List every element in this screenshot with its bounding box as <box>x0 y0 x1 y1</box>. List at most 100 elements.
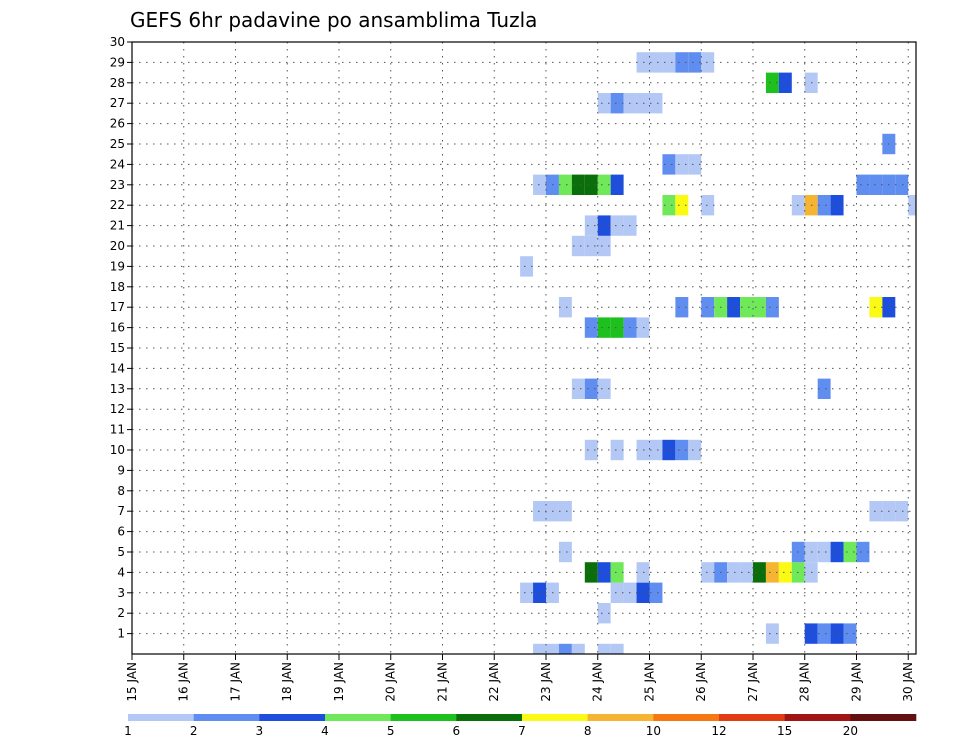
precip-cell <box>752 562 766 583</box>
y-tick-label: 29 <box>110 55 125 69</box>
precip-cell <box>558 297 572 318</box>
precip-cell <box>765 297 779 318</box>
precip-cell <box>610 174 624 195</box>
precip-cell <box>520 582 534 603</box>
y-tick-label: 15 <box>110 341 125 355</box>
precip-cell <box>856 174 870 195</box>
precip-cell <box>895 501 909 522</box>
precip-cell <box>533 174 546 195</box>
legend-label: 10 <box>646 724 661 738</box>
y-tick-label: 14 <box>110 361 125 375</box>
legend-label: 3 <box>256 724 264 738</box>
precip-cell <box>610 439 624 461</box>
x-tick-label: 28 JAN <box>798 662 812 702</box>
precip-cell <box>817 378 831 399</box>
precip-cell <box>545 643 559 654</box>
x-tick-label: 16 JAN <box>177 662 191 702</box>
precip-cell <box>688 439 702 461</box>
x-tick-label: 20 JAN <box>384 662 398 702</box>
precip-cell <box>558 643 572 654</box>
y-tick-label: 3 <box>117 586 125 600</box>
precip-cell <box>649 93 663 114</box>
precip-cell <box>597 215 611 236</box>
legend-label: 7 <box>518 724 526 738</box>
precip-cell <box>869 501 883 522</box>
precip-cell <box>558 541 572 563</box>
y-tick-label: 25 <box>110 137 125 151</box>
precip-cell <box>817 623 831 644</box>
precip-cell <box>649 582 663 603</box>
y-tick-label: 27 <box>110 96 125 110</box>
legend-swatch <box>587 714 654 721</box>
precip-cell <box>701 297 715 318</box>
precip-cell <box>597 235 611 257</box>
y-tick-label: 10 <box>110 443 125 457</box>
y-tick-label: 16 <box>110 321 125 335</box>
precip-cell <box>740 562 753 583</box>
legend-label: 15 <box>777 724 792 738</box>
precip-cell <box>675 52 689 73</box>
precip-cell <box>584 235 598 257</box>
precip-cell <box>817 195 831 216</box>
precip-cell <box>584 174 598 195</box>
precip-cell <box>571 235 585 257</box>
y-tick-label: 8 <box>117 484 125 498</box>
x-tick-label: 22 JAN <box>487 662 501 702</box>
precip-cell <box>895 174 909 195</box>
precip-cell <box>610 643 624 654</box>
x-tick-label: 21 JAN <box>435 662 449 702</box>
color-legend: 1 2 3 4 5 6 7 8 10 12 15 20 <box>124 714 917 738</box>
precipitation-cells <box>520 52 916 654</box>
legend-label: 6 <box>453 724 461 738</box>
precip-cell <box>675 439 689 461</box>
precip-cell <box>610 582 624 603</box>
y-tick-label: 21 <box>110 219 125 233</box>
precip-cell <box>597 603 611 624</box>
precip-cell <box>584 317 598 338</box>
y-tick-label: 12 <box>110 402 125 416</box>
legend-swatch <box>456 714 523 721</box>
legend-label: 20 <box>843 724 858 738</box>
precip-cell <box>701 195 715 216</box>
y-tick-label: 22 <box>110 198 125 212</box>
precip-cell <box>727 297 741 318</box>
legend-swatch <box>128 714 194 721</box>
legend-swatch <box>850 714 917 721</box>
y-tick-label: 20 <box>110 239 125 253</box>
y-tick-label: 30 <box>110 35 125 49</box>
precip-cell <box>597 174 611 195</box>
y-tick-label: 28 <box>110 76 125 90</box>
precip-cell <box>765 623 779 644</box>
precip-cell <box>571 174 585 195</box>
y-tick-label: 9 <box>117 463 125 477</box>
precip-cell <box>597 562 611 583</box>
precip-cell <box>869 297 883 318</box>
x-tick-label: 30 JAN <box>901 662 915 702</box>
precip-cell <box>701 562 715 583</box>
precip-cell <box>675 195 689 216</box>
grid-lines <box>131 41 916 654</box>
precip-cell <box>688 154 702 175</box>
legend-swatch <box>719 714 785 721</box>
legend-swatch <box>653 714 720 721</box>
precip-cell <box>817 541 831 563</box>
x-tick-label: 17 JAN <box>228 662 242 702</box>
precip-cell <box>558 174 572 195</box>
x-tick-label: 18 JAN <box>280 662 294 702</box>
legend-swatch <box>784 714 851 721</box>
precip-cell <box>856 541 870 563</box>
precip-cell <box>533 582 546 603</box>
precip-cell <box>830 541 844 563</box>
precip-cell <box>765 72 779 93</box>
precip-cell <box>610 215 624 236</box>
y-tick-label: 18 <box>110 280 125 294</box>
chart-title: GEFS 6hr padavine po ansamblima Tuzla <box>130 8 537 32</box>
precip-cell <box>597 93 611 114</box>
legend-swatch <box>522 714 588 721</box>
legend-label: 8 <box>584 724 592 738</box>
precip-cell <box>597 378 611 399</box>
x-axis: 15 JAN 16 JAN 17 JAN 18 JAN 19 JAN 20 JAN 21 J… <box>125 654 915 702</box>
precip-cell <box>778 72 792 93</box>
y-tick-label: 26 <box>110 117 125 131</box>
x-tick-label: 15 JAN <box>125 662 139 702</box>
